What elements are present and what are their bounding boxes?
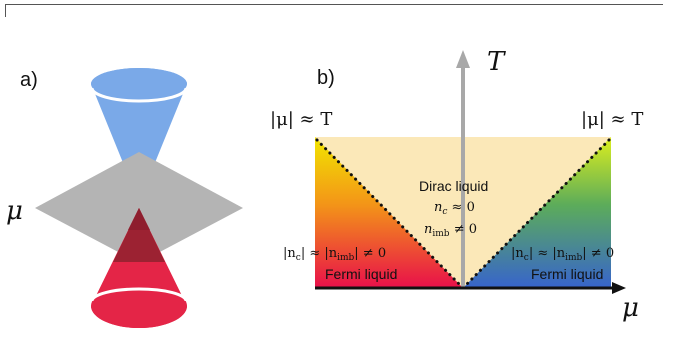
fr-c1: |n (511, 246, 524, 261)
nc-relation: ≈ 0 (447, 200, 474, 215)
t-axis-arrowhead (456, 50, 470, 68)
nimb-subscript: imb (432, 229, 449, 239)
mu-axis-label: μ (622, 293, 639, 323)
dirac-liquid-nimb: nimb ≠ 0 (424, 222, 477, 239)
dirac-liquid-nc: nc ≈ 0 (434, 200, 475, 217)
fl-c1: |n (283, 246, 296, 261)
fl-c3: | ≠ 0 (354, 246, 386, 261)
fl-c2: | ≈ |n (301, 246, 338, 261)
fermi-left-condition: |nc| ≈ |nimb| ≠ 0 (283, 246, 386, 263)
t-axis-label: T (487, 47, 506, 77)
fermi-right-name: Fermi liquid (531, 266, 603, 282)
nimb-relation: ≠ 0 (450, 222, 477, 237)
panel-a-mu-label: μ (6, 196, 23, 226)
panel-b-label: b) (317, 67, 335, 89)
fr-s2: imb (565, 253, 582, 263)
fermi-left-name: Fermi liquid (325, 266, 397, 282)
panel-a-label: a) (20, 69, 38, 91)
boundary-label-left: |μ| ≈ T (270, 109, 332, 130)
fl-s2: imb (337, 253, 354, 263)
upper-cone-top (91, 68, 187, 100)
fr-c3: | ≠ 0 (582, 246, 614, 261)
lower-cone-bottom (91, 284, 187, 328)
nc-symbol: n (434, 200, 442, 215)
dirac-liquid-name: Dirac liquid (419, 178, 488, 194)
boundary-label-right: |μ| ≈ T (581, 109, 643, 130)
nimb-symbol: n (424, 222, 432, 237)
fr-c2: | ≈ |n (529, 246, 566, 261)
